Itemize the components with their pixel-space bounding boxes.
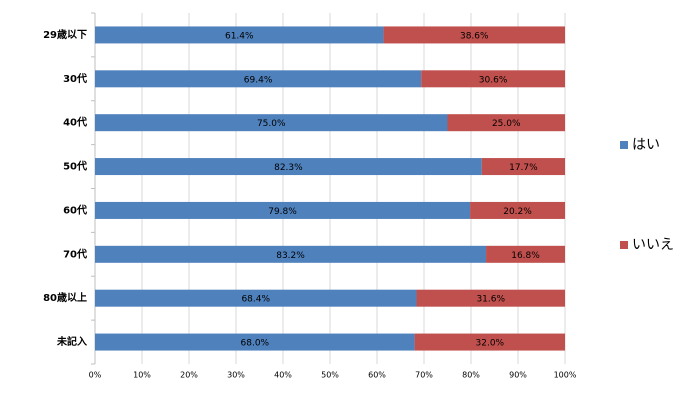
data-label: 83.2% — [276, 251, 305, 261]
x-tick-label: 30% — [227, 371, 245, 380]
bar-segment — [95, 158, 482, 176]
data-label: 25.0% — [492, 119, 521, 129]
bar-segment — [95, 333, 415, 351]
x-tick-label: 90% — [509, 371, 527, 380]
x-tick-label: 60% — [368, 371, 386, 380]
data-label: 69.4% — [244, 75, 273, 85]
bar-segment — [95, 114, 448, 132]
x-tick-label: 40% — [274, 371, 292, 380]
x-tick-label: 10% — [133, 371, 151, 380]
y-tick-label: 30代 — [63, 72, 87, 85]
x-tick-label: 20% — [180, 371, 198, 380]
legend-swatch — [620, 241, 628, 249]
y-tick-label: 未記入 — [56, 335, 87, 348]
data-label: 82.3% — [274, 163, 303, 173]
bar-segment — [95, 245, 487, 263]
data-label: 68.4% — [241, 295, 270, 305]
data-label: 32.0% — [476, 339, 505, 349]
data-label: 79.8% — [268, 207, 297, 217]
y-tick-label: 40代 — [63, 116, 87, 129]
data-label: 20.2% — [503, 207, 532, 217]
data-label: 68.0% — [241, 339, 270, 349]
data-label: 75.0% — [257, 119, 286, 129]
legend-swatch — [620, 141, 628, 149]
bar-segment — [486, 245, 565, 263]
y-tick-label: 50代 — [63, 160, 87, 173]
bar-segment — [447, 114, 565, 132]
y-tick-label: 80歳以上 — [43, 291, 87, 304]
x-tick-label: 80% — [462, 371, 480, 380]
bar-segment — [416, 289, 565, 307]
x-tick-label: 50% — [321, 371, 339, 380]
y-tick-label: 29歳以下 — [43, 28, 87, 41]
data-label: 30.6% — [479, 75, 508, 85]
bar-segment — [414, 333, 565, 351]
bar-segment — [95, 201, 471, 219]
bar-segment — [95, 26, 384, 44]
x-tick-label: 70% — [415, 371, 433, 380]
bar-segment — [470, 201, 565, 219]
x-tick-label: 100% — [554, 371, 577, 380]
bar-segment — [95, 70, 422, 88]
data-label: 31.6% — [476, 295, 505, 305]
legend-label: いいえ — [632, 237, 674, 253]
bar-segment — [421, 70, 565, 88]
legend-label: はい — [632, 137, 660, 153]
bar-segment — [481, 158, 565, 176]
data-label: 17.7% — [509, 163, 538, 173]
data-label: 16.8% — [511, 251, 540, 261]
bar-segment — [383, 26, 565, 44]
data-label: 38.6% — [460, 31, 489, 41]
data-label: 61.4% — [225, 31, 254, 41]
y-tick-label: 60代 — [63, 203, 87, 216]
x-tick-label: 0% — [89, 371, 102, 380]
bar-segment — [95, 289, 417, 307]
y-tick-label: 70代 — [63, 247, 87, 260]
